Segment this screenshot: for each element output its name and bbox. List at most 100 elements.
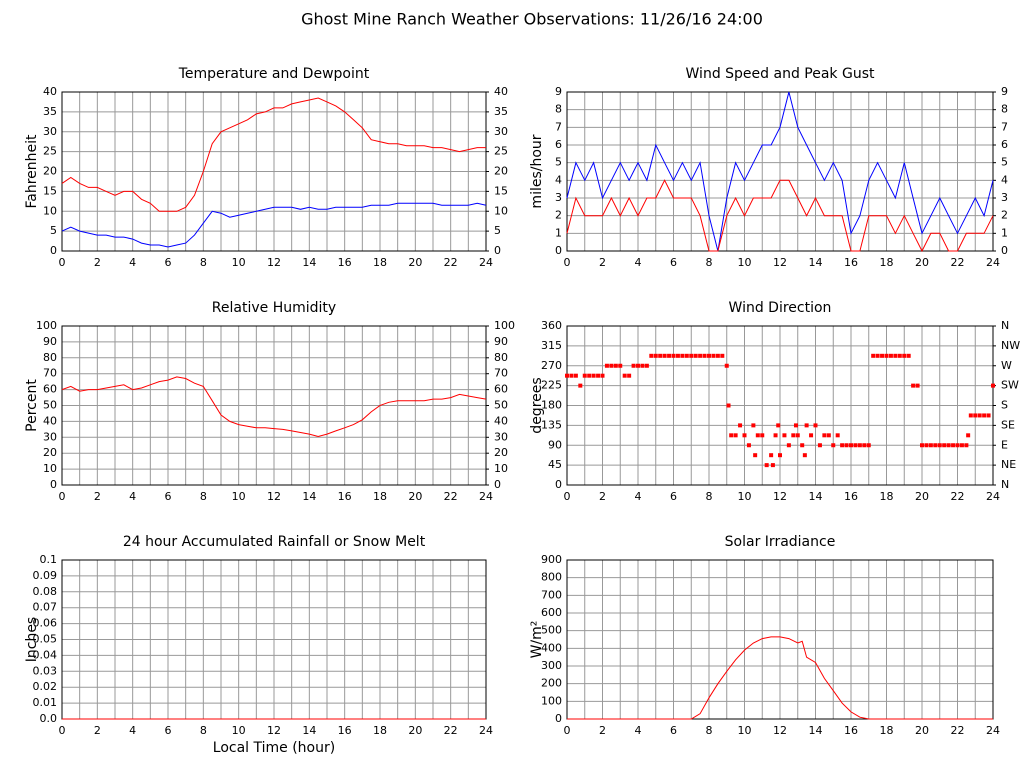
y-tick-label: 1	[555, 226, 562, 239]
y-tick-label: 0.02	[33, 680, 58, 693]
y-tick-label: 25	[43, 145, 57, 158]
y-tick-label: 600	[541, 606, 562, 619]
y-tick-label: 0.01	[33, 696, 58, 709]
y2-tick-label: 80	[494, 351, 508, 364]
y-tick-label: 360	[541, 319, 562, 332]
data-point	[604, 363, 609, 368]
data-line	[61, 376, 487, 438]
data-point	[791, 433, 796, 438]
y-tick-label: 0	[555, 244, 562, 257]
data-point	[778, 453, 782, 458]
x-tick-label: 18	[373, 256, 387, 269]
y2-tick-label: 9	[1001, 85, 1008, 98]
y-tick-label: 180	[541, 399, 562, 412]
data-point	[809, 433, 814, 438]
data-point	[822, 433, 827, 438]
data-point	[991, 383, 995, 388]
y2-tick-label: 40	[494, 414, 508, 427]
data-point	[831, 443, 836, 448]
x-tick-label: 14	[302, 490, 316, 503]
x-tick-label: 8	[706, 490, 713, 503]
y-tick-label: 0.08	[33, 585, 58, 598]
data-point	[644, 363, 649, 368]
data-point	[667, 353, 672, 358]
data-point	[649, 353, 654, 358]
y2-tick-label: 100	[494, 319, 515, 332]
data-point	[915, 383, 920, 388]
x-tick-label: 4	[129, 256, 136, 269]
y-tick-label: 700	[541, 588, 562, 601]
data-point	[720, 353, 725, 358]
x-tick-label: 0	[59, 256, 66, 269]
data-point	[582, 373, 587, 378]
x-tick-label: 6	[165, 256, 172, 269]
y-tick-label: 200	[541, 677, 562, 690]
y-tick-label: 100	[36, 319, 57, 332]
x-tick-label: 16	[338, 256, 352, 269]
x-tick-label: 20	[408, 724, 422, 737]
x-tick-label: 10	[232, 490, 246, 503]
x-tick-label: 8	[200, 256, 207, 269]
data-point	[875, 353, 880, 358]
y-tick-label: 20	[43, 446, 57, 459]
y-tick-label: 0	[555, 712, 562, 725]
x-tick-label: 4	[635, 490, 642, 503]
y2-tick-label: 50	[494, 399, 508, 412]
data-point	[959, 443, 964, 448]
data-point	[966, 433, 971, 438]
data-point	[866, 443, 871, 448]
y-tick-label: 2	[555, 209, 562, 222]
data-point	[702, 353, 707, 358]
data-point	[760, 433, 765, 438]
x-tick-label: 4	[635, 256, 642, 269]
data-point	[946, 443, 951, 448]
data-point	[613, 363, 618, 368]
data-point	[853, 443, 858, 448]
data-point	[675, 353, 680, 358]
x-tick-label: 16	[844, 256, 858, 269]
x-tick-label: 22	[444, 724, 458, 737]
data-point	[968, 413, 973, 418]
x-tick-label: 24	[986, 724, 1000, 737]
x-tick-label: 14	[302, 724, 316, 737]
y2-tick-label: 30	[494, 430, 508, 443]
x-tick-label: 16	[844, 490, 858, 503]
data-point	[724, 363, 729, 368]
y-tick-label: 0	[555, 478, 562, 491]
x-tick-label: 14	[809, 490, 823, 503]
x-tick-label: 24	[986, 256, 1000, 269]
chart-title: Solar Irradiance	[725, 534, 836, 550]
data-point	[982, 413, 987, 418]
y-axis-label: degrees	[529, 377, 545, 433]
x-tick-label: 14	[809, 256, 823, 269]
data-point	[746, 443, 751, 448]
x-tick-label: 20	[915, 490, 929, 503]
data-point	[726, 403, 731, 408]
x-tick-label: 6	[670, 490, 677, 503]
y-tick-label: 90	[43, 335, 57, 348]
data-point	[693, 353, 698, 358]
data-point	[880, 353, 885, 358]
data-point	[707, 353, 711, 358]
data-point	[849, 443, 853, 448]
plot-frame	[566, 91, 994, 252]
x-tick-label: 10	[738, 256, 752, 269]
y2-tick-label: SE	[1001, 418, 1015, 431]
data-point	[924, 443, 929, 448]
data-point	[800, 443, 805, 448]
data-point	[591, 373, 596, 378]
data-point	[793, 423, 798, 428]
x-tick-label: 16	[844, 724, 858, 737]
x-tick-label: 14	[302, 256, 316, 269]
data-point	[786, 443, 791, 448]
x-tick-label: 8	[706, 724, 713, 737]
x-tick-label: 18	[880, 256, 894, 269]
y-tick-label: 50	[43, 399, 57, 412]
y-axis-label: Fahrenheit	[24, 134, 40, 209]
y-tick-label: 0.07	[33, 601, 58, 614]
data-point	[888, 353, 893, 358]
chart-panel: 24 hour Accumulated Rainfall or Snow Mel…	[24, 534, 493, 756]
data-point	[928, 443, 933, 448]
y-tick-label: 5	[50, 224, 57, 237]
